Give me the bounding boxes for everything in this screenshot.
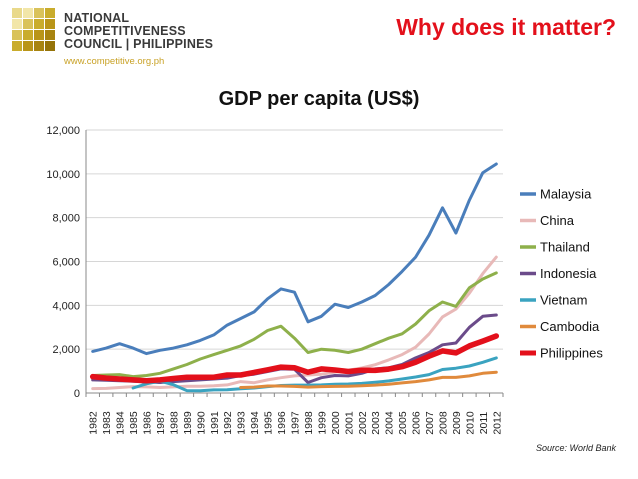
legend-label-indonesia: Indonesia — [540, 266, 597, 281]
legend-label-malaysia: Malaysia — [540, 187, 592, 202]
x-tick-label: 1996 — [276, 411, 288, 435]
series-line-cambodia — [239, 370, 498, 389]
y-tick-label: 8,000 — [52, 213, 80, 225]
legend-label-vietnam: Vietnam — [540, 293, 587, 308]
y-tick-label: 0 — [74, 388, 80, 400]
series-line-malaysia — [91, 162, 498, 356]
logo-grid-icon — [12, 8, 55, 51]
series-line-philippines — [89, 333, 500, 384]
x-tick-label: 1995 — [263, 411, 275, 435]
x-tick-label: 2003 — [370, 411, 382, 435]
series-line-thailand — [91, 271, 498, 379]
x-tick-label: 1998 — [303, 411, 315, 435]
x-tick-label: 2008 — [437, 411, 449, 435]
x-tick-label: 1994 — [249, 411, 261, 435]
x-tick-label: 1987 — [155, 411, 167, 435]
x-tick-label: 2002 — [357, 411, 369, 435]
x-tick-label: 1982 — [88, 411, 100, 435]
x-tick-label: 2009 — [451, 411, 463, 435]
x-tick-label: 1984 — [115, 411, 127, 435]
legend-label-thailand: Thailand — [540, 240, 590, 255]
logo-url: www.competitive.org.ph — [64, 56, 165, 67]
x-tick-label: 2006 — [411, 411, 423, 435]
y-tick-label: 10,000 — [46, 169, 80, 181]
x-tick-label: 1985 — [128, 411, 140, 435]
x-tick-label: 2011 — [478, 412, 490, 435]
y-tick-label: 12,000 — [46, 125, 80, 137]
x-tick-label: 1993 — [236, 411, 248, 435]
x-tick-label: 2000 — [330, 411, 342, 435]
chart-title: GDP per capita (US$) — [218, 88, 420, 110]
x-tick-label: 1992 — [222, 411, 234, 435]
x-tick-label: 1988 — [168, 411, 180, 435]
x-tick-label: 1997 — [290, 411, 302, 435]
x-tick-label: 2012 — [491, 411, 503, 435]
x-tick-label: 1986 — [142, 411, 154, 435]
source-note: Source: World Bank — [535, 443, 616, 453]
series-line-vietnam — [131, 356, 498, 393]
x-tick-label: 1991 — [209, 411, 221, 435]
legend-label-philippines: Philippines — [540, 346, 603, 361]
series-line-china — [91, 255, 498, 391]
x-tick-label: 2001 — [343, 411, 355, 435]
legend-label-cambodia: Cambodia — [540, 319, 600, 334]
x-tick-label: 1999 — [316, 411, 328, 435]
y-tick-label: 4,000 — [52, 300, 80, 312]
y-tick-label: 2,000 — [52, 344, 80, 356]
x-tick-label: 2007 — [424, 411, 436, 435]
x-tick-label: 1983 — [101, 411, 113, 435]
x-tick-label: 1990 — [195, 411, 207, 435]
logo-line-3: COUNCIL | PHILIPPINES — [64, 37, 214, 51]
x-tick-label: 2005 — [397, 411, 409, 435]
y-tick-label: 6,000 — [52, 257, 80, 269]
logo: NATIONAL COMPETITIVENESS COUNCIL | PHILI… — [12, 8, 214, 68]
logo-line-2: COMPETITIVENESS — [64, 24, 186, 38]
legend-label-china: China — [540, 213, 575, 228]
x-tick-label: 1989 — [182, 411, 194, 435]
x-tick-label: 2004 — [384, 411, 396, 435]
x-tick-label: 2010 — [464, 411, 476, 435]
headline: Why does it matter? — [396, 14, 616, 40]
logo-line-1: NATIONAL — [64, 11, 130, 25]
